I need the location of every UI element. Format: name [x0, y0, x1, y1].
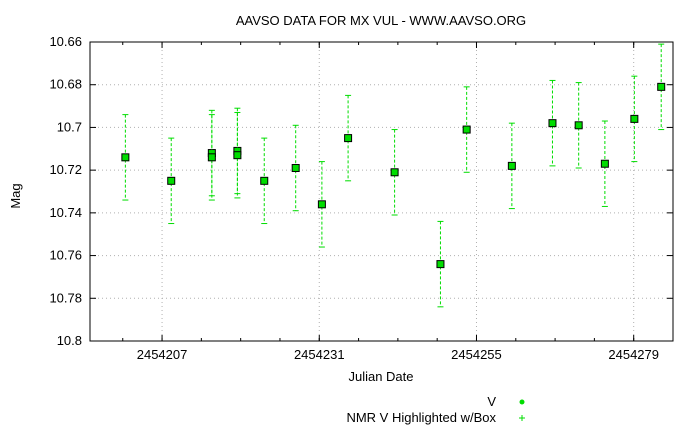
data-point-marker	[548, 119, 557, 128]
data-point	[167, 137, 176, 225]
data-point	[260, 137, 269, 225]
data-point	[121, 114, 130, 201]
legend-label: V	[487, 394, 496, 409]
data-point-marker	[390, 168, 399, 177]
data-point	[600, 120, 609, 207]
data-point-marker	[630, 114, 639, 123]
legend-label: NMR V Highlighted w/Box	[346, 410, 496, 425]
y-tick-label: 10.68	[49, 77, 82, 92]
y-tick-label: 10.76	[49, 248, 82, 263]
data-point-marker	[574, 121, 583, 130]
ticks-layer: 10.66 10.68 10.7 10.72 10.74 10.76 10.78 10.8 24…	[49, 34, 673, 362]
data-point-marker	[167, 176, 176, 185]
data-point-marker	[317, 200, 326, 209]
y-tick-label: 10.74	[49, 205, 82, 220]
data-point	[317, 161, 326, 248]
chart-title: AAVSO DATA FOR MX VUL - WWW.AAVSO.ORG	[236, 13, 526, 28]
data-point	[436, 220, 445, 308]
data-point-marker	[436, 260, 445, 269]
data-point-marker	[657, 82, 666, 91]
y-tick-label: 10.78	[49, 290, 82, 305]
y-tick-label: 10.7	[57, 119, 82, 134]
data-point	[630, 75, 639, 163]
data-point	[233, 111, 242, 199]
data-point	[548, 79, 557, 167]
y-tick-label: 10.72	[49, 162, 82, 177]
data-point-marker	[462, 125, 471, 134]
data-point	[390, 129, 399, 216]
x-tick-label: 2454255	[451, 347, 502, 362]
data-point	[207, 114, 216, 201]
y-tick-label: 10.8	[57, 333, 82, 348]
data-point-marker	[291, 164, 300, 173]
data-point-marker	[260, 176, 269, 185]
plot-frame	[89, 41, 674, 342]
legend-point-icon	[519, 399, 525, 405]
data-point	[657, 43, 666, 131]
x-tick-label: 2454279	[608, 347, 659, 362]
x-tick-label: 2454231	[294, 347, 345, 362]
x-axis-label: Julian Date	[348, 369, 413, 384]
y-axis-label: Mag	[8, 183, 23, 208]
data-point	[574, 82, 583, 169]
data-point-marker	[344, 134, 353, 143]
data-point	[344, 94, 353, 182]
data-point-marker	[207, 153, 216, 162]
data-point-marker	[233, 151, 242, 160]
data-point	[507, 122, 516, 210]
y-tick-label: 10.66	[49, 34, 82, 49]
data-point-marker	[600, 159, 609, 168]
data-point-marker	[507, 161, 516, 170]
data-point-marker	[121, 153, 130, 162]
x-tick-label: 2454207	[137, 347, 188, 362]
data-point	[291, 124, 300, 212]
data-layer	[121, 43, 666, 308]
data-point	[462, 86, 471, 173]
